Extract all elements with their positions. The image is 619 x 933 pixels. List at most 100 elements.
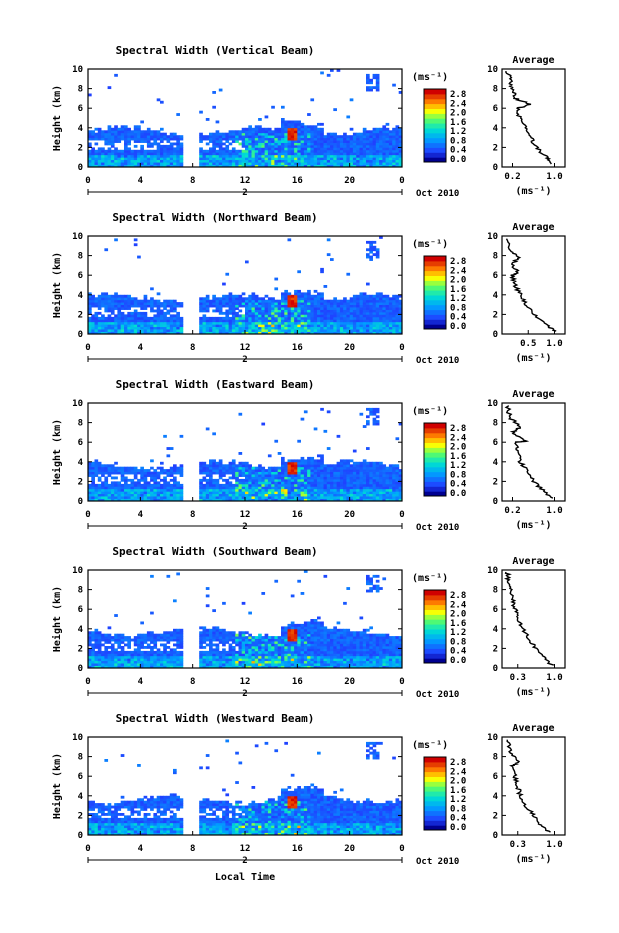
heatmap-cell (173, 300, 177, 303)
heatmap-cell (111, 322, 115, 325)
heatmap-cell (369, 256, 373, 259)
heatmap-cell (209, 489, 213, 492)
heatmap-cell (101, 155, 105, 158)
heatmap-cell (117, 472, 121, 475)
heatmap-cell (153, 651, 157, 654)
y-tick-label: 8 (78, 85, 83, 95)
heatmap-cell (235, 481, 239, 484)
heatmap-cell (327, 663, 331, 666)
heatmap-cell (127, 322, 131, 325)
heatmap-cell (294, 305, 298, 308)
heatmap-cell (117, 317, 121, 320)
heatmap-cell (248, 484, 252, 487)
heatmap-cell (153, 472, 157, 475)
heatmap-cell (219, 147, 223, 150)
heatmap-cell (261, 481, 265, 484)
heatmap-cell (163, 305, 167, 308)
heatmap-cell (124, 160, 128, 163)
heatmap-cell (265, 474, 269, 477)
heatmap-cell (203, 651, 207, 654)
heatmap-cell (117, 130, 121, 133)
heatmap-cell (307, 322, 311, 325)
heatmap-cell (350, 307, 354, 310)
heatmap-cell (278, 489, 282, 492)
heatmap-cell (327, 484, 331, 487)
heatmap-cell (307, 140, 311, 143)
heatmap-cell (396, 135, 400, 138)
heatmap-cell (222, 489, 226, 492)
heatmap-cell (288, 489, 292, 492)
heatmap-cell (320, 663, 324, 666)
heatmap-cell (239, 322, 243, 325)
heatmap-cell (216, 464, 220, 467)
heatmap-cell (150, 484, 154, 487)
heatmap-cell (239, 484, 243, 487)
heatmap-cell (291, 155, 295, 158)
heatmap-cell (173, 481, 177, 484)
heatmap-cell (369, 305, 373, 308)
heatmap-cell (281, 155, 285, 158)
heatmap-cell (137, 160, 141, 163)
heatmap-cell (134, 489, 138, 492)
heatmap-cell (261, 160, 265, 163)
colorbar-segment (424, 89, 446, 94)
heatmap-cell (216, 484, 220, 487)
heatmap-cell (294, 474, 298, 477)
heatmap-cell (274, 481, 278, 484)
heatmap-cell (140, 656, 144, 659)
heatmap-cell (304, 128, 308, 131)
heatmap-cell (157, 314, 161, 317)
heatmap-cell (392, 496, 396, 499)
heatmap-cell (353, 329, 357, 332)
heatmap-cell (124, 135, 128, 138)
heatmap-cell (91, 472, 95, 475)
heatmap-cell (163, 472, 167, 475)
heatmap-cell (350, 663, 354, 666)
heatmap-cell (98, 656, 102, 659)
heatmap-cell (163, 135, 167, 138)
heatmap-cell (160, 472, 164, 475)
heatmap-cell (255, 314, 259, 317)
heatmap-cell (369, 474, 373, 477)
heatmap-cell (248, 317, 252, 320)
heatmap-cell (366, 472, 370, 475)
heatmap-cell (140, 300, 144, 303)
heatmap-cell (366, 420, 370, 423)
heatmap-cell (225, 133, 229, 136)
heatmap-cell (225, 651, 229, 654)
avg-x-tick-label: 0.2 (504, 506, 520, 516)
heatmap-cell (265, 147, 269, 150)
heatmap-cell (131, 496, 135, 499)
heatmap-cell (222, 305, 226, 308)
heatmap-cell (121, 297, 125, 300)
heatmap-cell (232, 459, 236, 462)
heatmap-cell (163, 489, 167, 492)
panel-title: Spectral Width (Vertical Beam) (116, 44, 315, 57)
heatmap-cell (265, 329, 269, 332)
heatmap-cell (147, 317, 151, 320)
heatmap-cell (258, 118, 262, 121)
heatmap-cell (176, 656, 180, 659)
heatmap-cell (144, 317, 148, 320)
heatmap-cell (150, 155, 154, 158)
heatmap-cell (376, 79, 380, 82)
heatmap-cell (386, 307, 390, 310)
heatmap-cell (117, 489, 121, 492)
heatmap-cell (274, 651, 278, 654)
heatmap-cell (180, 496, 184, 499)
heatmap-cell (366, 415, 370, 418)
heatmap-cell (111, 651, 115, 654)
heatmap-cell (278, 160, 282, 163)
heatmap-cell (167, 160, 171, 163)
heatmap-cell (274, 305, 278, 308)
heatmap-cell (160, 663, 164, 666)
heatmap-cell (163, 312, 167, 315)
heatmap-cell (317, 656, 321, 659)
x-tick-label: 8 (190, 176, 195, 186)
heatmap-cell (278, 474, 282, 477)
heatmap-cell (396, 472, 400, 475)
heatmap-cell (291, 130, 295, 133)
heatmap-cell (281, 314, 285, 317)
heatmap-cell (245, 147, 249, 150)
heatmap-cell (373, 484, 377, 487)
